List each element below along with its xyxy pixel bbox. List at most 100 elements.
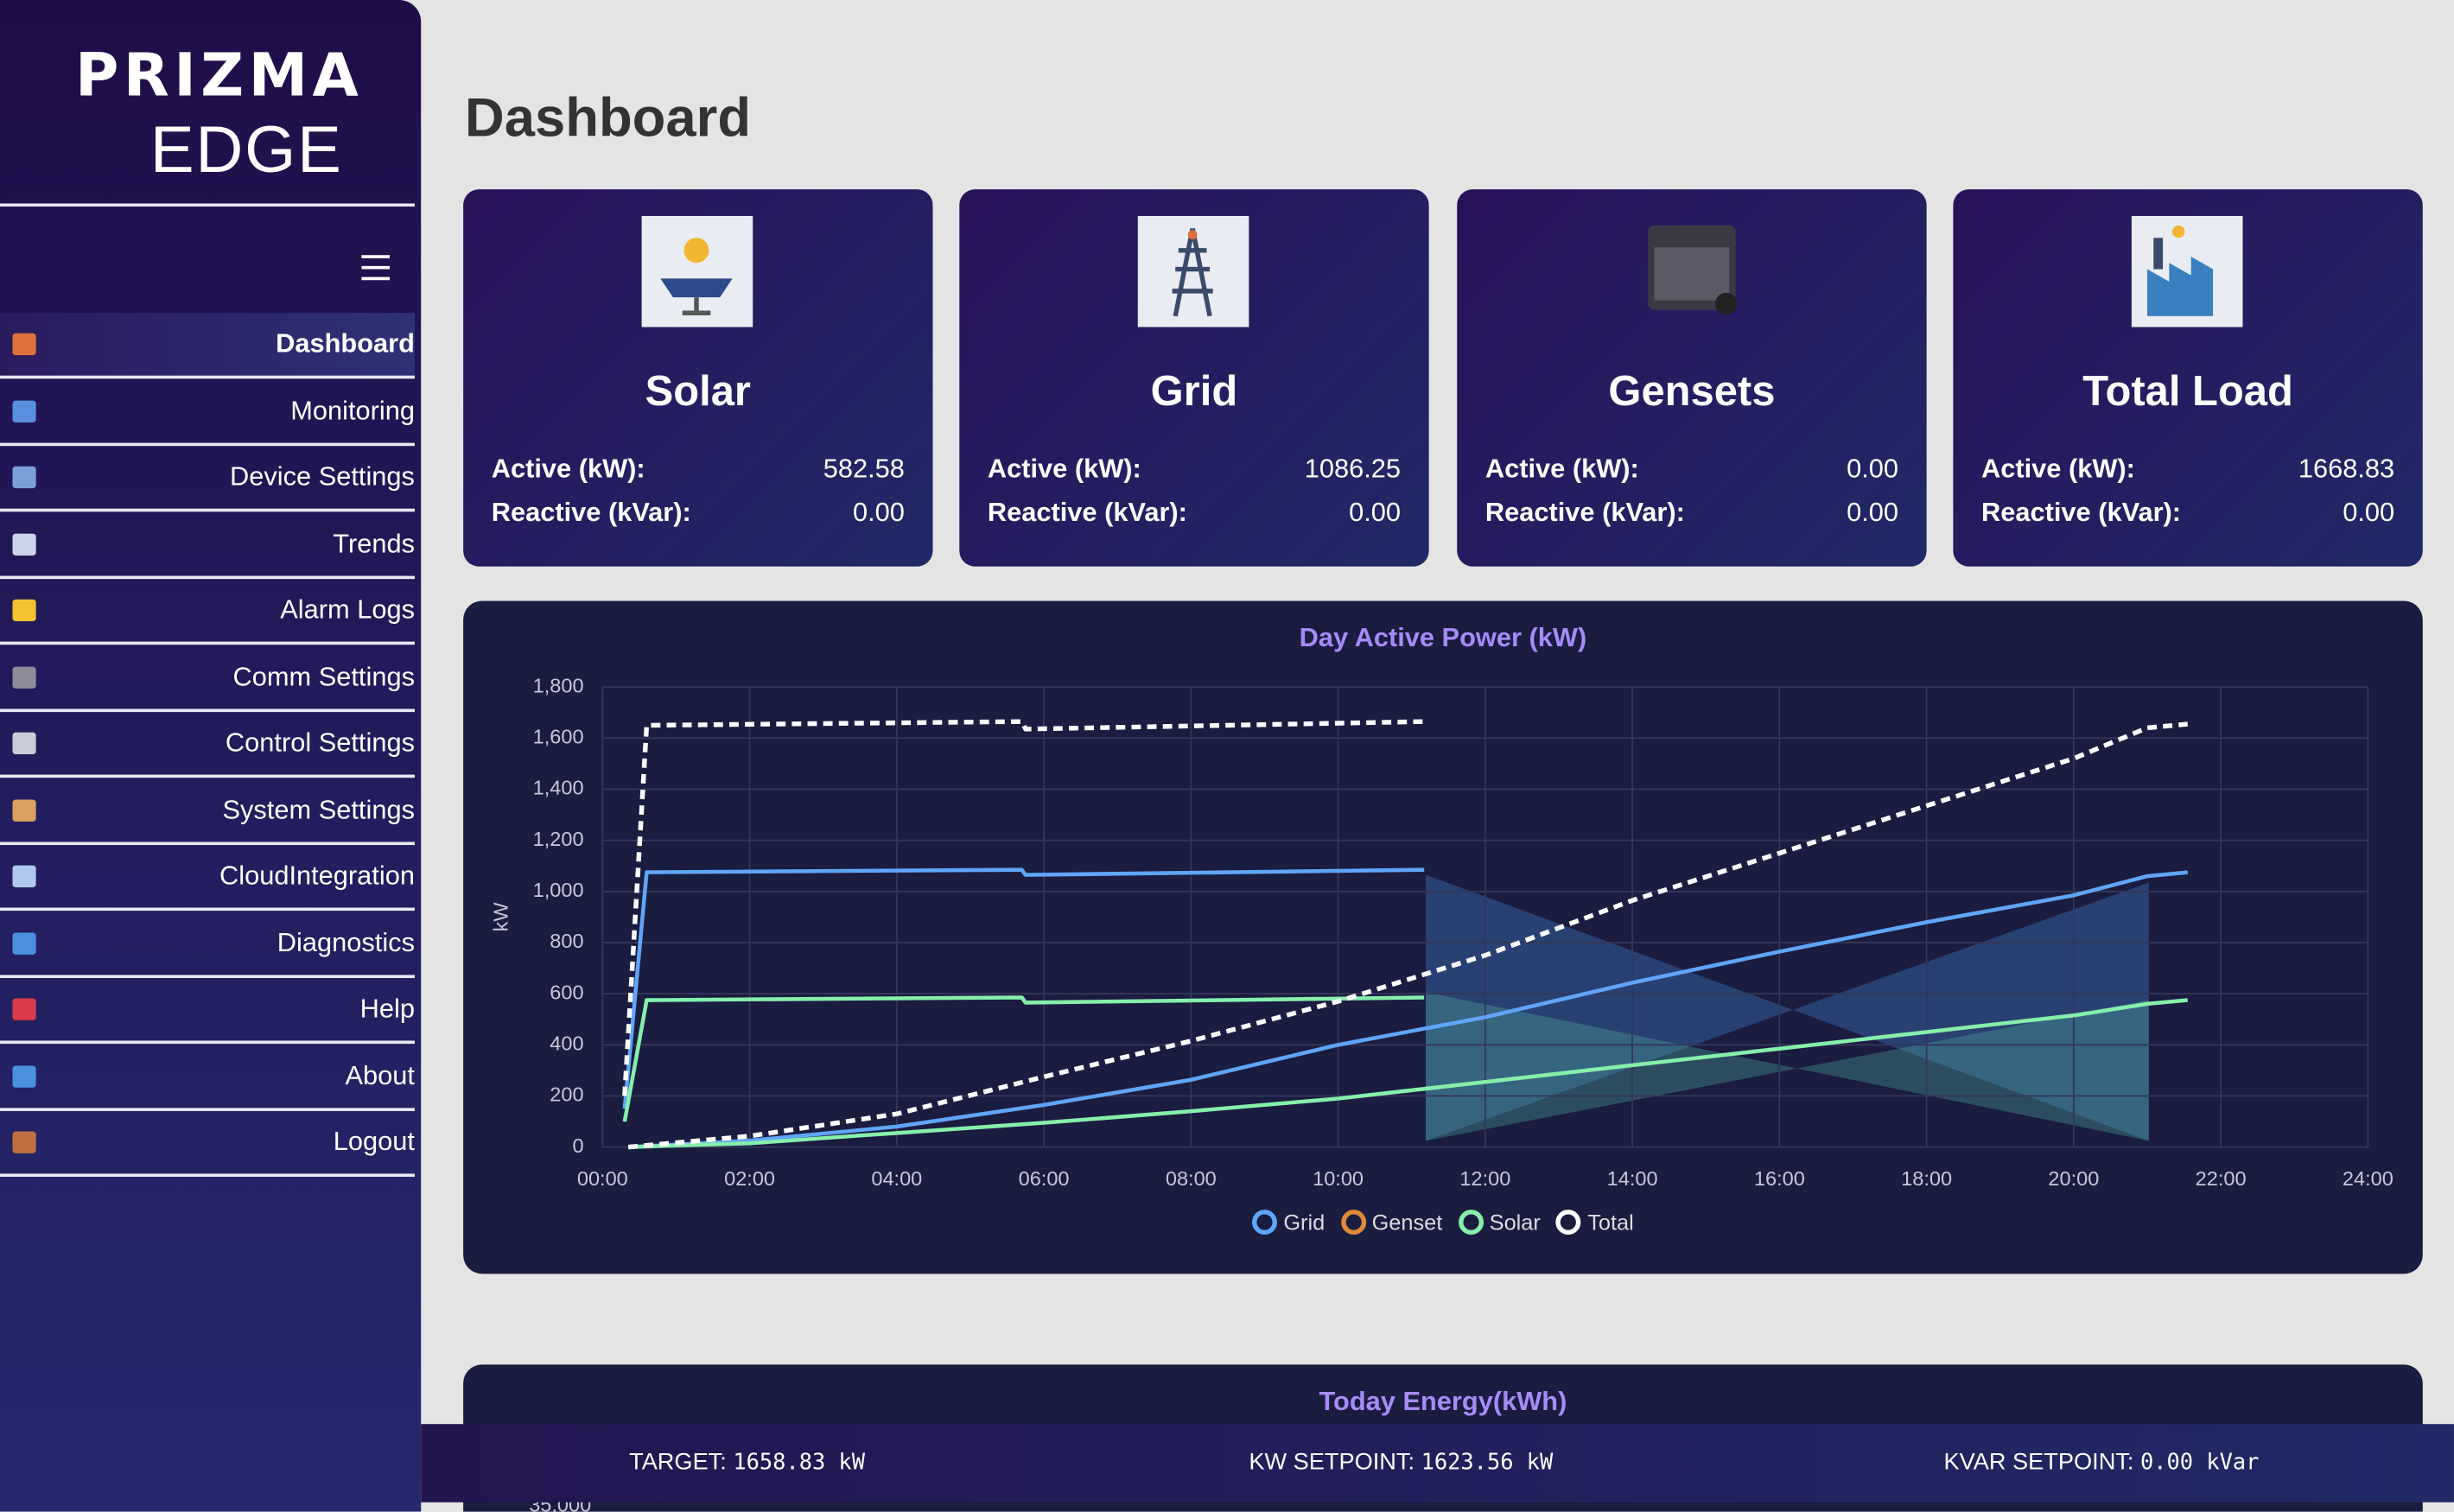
series-line — [622, 995, 2188, 1149]
y-tick-label: 600 — [550, 981, 583, 1003]
logo-top: PRIZMA — [74, 41, 364, 110]
separator — [0, 974, 415, 978]
row-value: 0.00 — [1349, 497, 1402, 528]
legend-swatch — [1458, 1210, 1484, 1236]
separator — [0, 708, 415, 712]
x-tick-label: 22:00 — [2196, 1167, 2247, 1190]
nav-item[interactable]: Logout — [333, 1127, 415, 1157]
nav-item[interactable]: Trends — [333, 528, 415, 558]
footer-item: KVAR SETPOINT: 0.00 kVar — [1944, 1449, 2260, 1476]
icon-graphic — [1172, 227, 1213, 317]
separator — [0, 1173, 415, 1178]
card: Total Load Active (kW): 1668.83 Reactive (k… — [1953, 189, 2423, 567]
nav-icon — [12, 1131, 36, 1153]
row-value: 0.00 — [852, 497, 905, 528]
y-tick-label: 800 — [550, 930, 583, 952]
legend-label: Grid — [1283, 1210, 1326, 1236]
y-axis-label: kW — [490, 902, 512, 932]
card-icon — [641, 215, 753, 327]
legend-swatch — [1555, 1210, 1581, 1236]
y-tick-label: 200 — [550, 1083, 583, 1106]
row-value: 0.00 — [1847, 454, 1899, 484]
footer: TARGET: 1658.83 kW KW SETPOINT: 1623.56 k… — [421, 1424, 2454, 1502]
x-tick-label: 06:00 — [1019, 1167, 1070, 1190]
x-tick-label: 10:00 — [1313, 1167, 1364, 1190]
card-title: Grid — [1150, 367, 1238, 415]
legend-swatch — [1340, 1210, 1366, 1236]
legend: Grid Genset Solar Total — [463, 1210, 2423, 1236]
x-tick-label: 14:00 — [1607, 1167, 1658, 1190]
separator — [0, 508, 415, 512]
row-label: Active (kW): — [491, 454, 645, 484]
row-label: Reactive (kVar): — [491, 497, 691, 528]
nav-item[interactable]: About — [345, 1060, 415, 1090]
legend-item[interactable]: Total — [1555, 1210, 1634, 1236]
chart-panel: Day Active Power (kW) 0 200 400 600 800 1,000… — [463, 600, 2423, 1274]
row-value: 582.58 — [823, 454, 905, 484]
x-tick-label: 24:00 — [2343, 1167, 2394, 1190]
legend-label: Total — [1587, 1210, 1634, 1236]
nav-item[interactable]: Control Settings — [225, 727, 415, 758]
legend-swatch — [1252, 1210, 1278, 1236]
nav-icon — [12, 732, 36, 755]
sidebar: PRIZMA EDGE Dashboard Monitoring Device Se… — [0, 0, 422, 1512]
y-tick-label: 1,600 — [533, 726, 584, 748]
y-tick-label: 1,200 — [533, 828, 584, 850]
row-label: Active (kW): — [1484, 454, 1639, 484]
nav-item[interactable]: Help — [359, 994, 415, 1024]
row-value: 1668.83 — [2298, 454, 2395, 484]
y-tick-label: 1,000 — [533, 879, 584, 901]
hamburger-button[interactable] — [360, 252, 391, 283]
footer-value: 0.00 kVar — [2140, 1451, 2260, 1476]
row-value: 1086.25 — [1304, 454, 1402, 484]
series-line — [622, 719, 2188, 1150]
card: Gensets Active (kW): 0.00 Reactive (kVar): 0… — [1457, 189, 1927, 567]
footer-label: KVAR SETPOINT: — [1943, 1449, 2134, 1476]
x-tick-label: 18:00 — [1901, 1167, 1952, 1190]
separator — [0, 203, 415, 207]
separator — [0, 1040, 415, 1045]
footer-label: TARGET: — [629, 1449, 727, 1476]
separator — [0, 907, 415, 912]
series-line — [622, 867, 2188, 1149]
legend-label: Solar — [1489, 1210, 1541, 1236]
separator — [0, 774, 415, 778]
x-tick-label: 02:00 — [724, 1167, 775, 1190]
legend-item[interactable]: Solar — [1458, 1210, 1541, 1236]
card-title: Gensets — [1608, 367, 1776, 415]
nav-icon — [12, 998, 36, 1020]
nav-item[interactable]: Alarm Logs — [280, 594, 415, 625]
y-tick-label: 1,400 — [533, 777, 584, 799]
nav-item[interactable]: Monitoring — [290, 395, 415, 425]
footer-value: 1623.56 kW — [1421, 1451, 1554, 1476]
x-tick-label: 08:00 — [1166, 1167, 1217, 1190]
separator — [0, 1107, 415, 1111]
separator — [0, 575, 415, 579]
card-title: Total Load — [2082, 367, 2293, 415]
logo-bottom: EDGE — [149, 112, 343, 187]
nav-icon — [12, 665, 36, 689]
nav-icon — [12, 399, 36, 422]
nav-item[interactable]: CloudIntegration — [219, 861, 415, 891]
nav-item[interactable]: Diagnostics — [277, 927, 415, 957]
nav-item[interactable]: Comm Settings — [232, 661, 415, 691]
nav-item[interactable]: Device Settings — [230, 461, 415, 492]
nav-item[interactable]: Dashboard — [0, 313, 415, 376]
nav-icon — [12, 599, 36, 622]
energy-title: Today Energy(kWh) — [1319, 1386, 1567, 1417]
nav-icon — [12, 532, 36, 556]
separator — [0, 442, 415, 446]
row-label: Reactive (kVar): — [1484, 497, 1685, 528]
separator — [0, 841, 415, 845]
legend-item[interactable]: Genset — [1340, 1210, 1443, 1236]
x-tick-label: 20:00 — [2048, 1167, 2099, 1190]
legend-item[interactable]: Grid — [1252, 1210, 1326, 1236]
nav-icon — [12, 466, 36, 489]
x-tick-label: 12:00 — [1459, 1167, 1510, 1190]
x-tick-label: 00:00 — [577, 1167, 628, 1190]
card-icon — [2131, 215, 2243, 327]
nav-item[interactable]: System Settings — [222, 794, 415, 824]
x-tick-label: 16:00 — [1754, 1167, 1805, 1190]
legend-label: Genset — [1371, 1210, 1443, 1236]
